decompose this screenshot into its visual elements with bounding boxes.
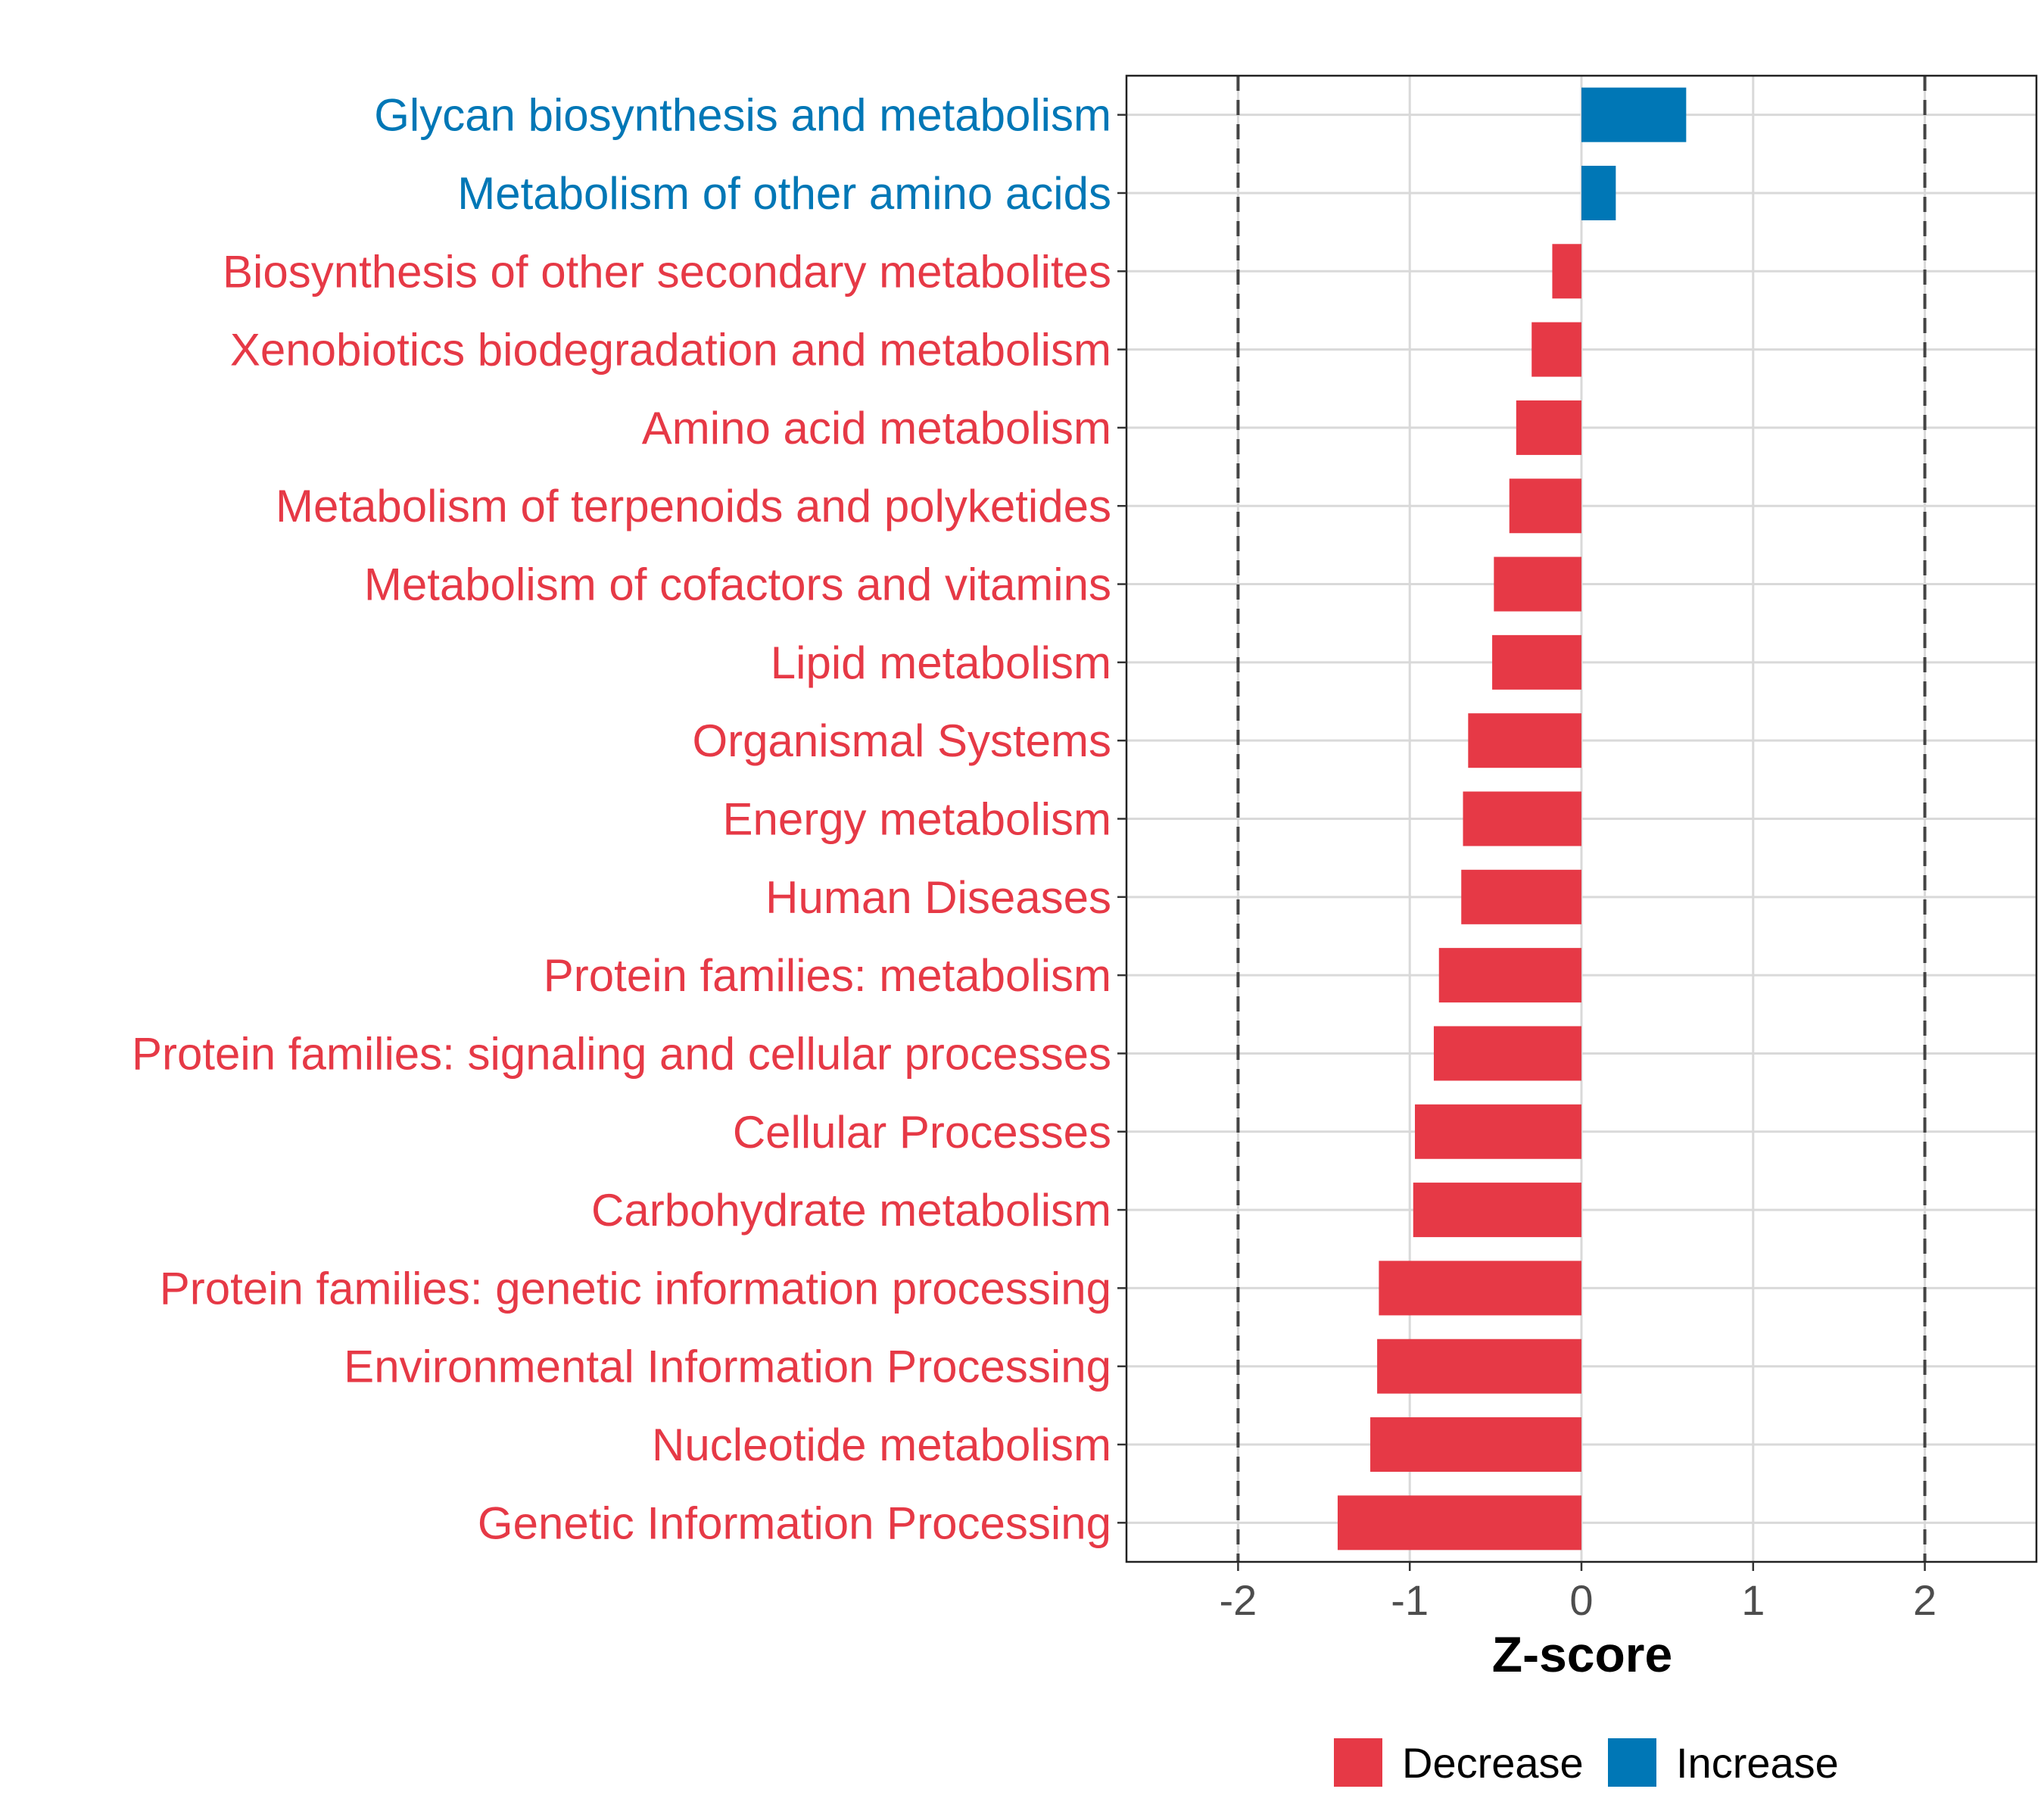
bars — [1337, 87, 1687, 1551]
y-tick-label: Genetic Information Processing — [478, 1498, 1111, 1548]
x-axis-title: Z-score — [1492, 1626, 1672, 1682]
y-tick-label: Energy metabolism — [722, 794, 1111, 845]
bar — [1552, 244, 1581, 299]
bar — [1433, 1026, 1581, 1081]
y-tick-label: Metabolism of cofactors and vitamins — [364, 559, 1111, 610]
bar — [1370, 1417, 1581, 1473]
y-tick-label: Amino acid metabolism — [642, 403, 1111, 453]
y-tick-label: Metabolism of other amino acids — [457, 168, 1111, 219]
bar — [1468, 713, 1581, 768]
bar — [1494, 556, 1581, 612]
legend: Decrease Increase — [1334, 1738, 1839, 1787]
legend-swatch — [1334, 1738, 1382, 1787]
bar — [1516, 400, 1581, 455]
bar — [1581, 165, 1616, 220]
x-tick-label: -1 — [1391, 1576, 1429, 1624]
legend-label: Increase — [1676, 1739, 1839, 1787]
bar — [1337, 1495, 1581, 1551]
y-tick-label: Organismal Systems — [693, 715, 1111, 766]
y-tick-label: Glycan biosynthesis and metabolism — [374, 90, 1111, 141]
x-tick-label: 0 — [1569, 1576, 1593, 1624]
bar — [1461, 869, 1581, 924]
y-tick-label: Carbohydrate metabolism — [591, 1185, 1111, 1236]
bar — [1463, 791, 1581, 846]
bar — [1438, 948, 1581, 1003]
x-tick-label: -2 — [1220, 1576, 1257, 1624]
reference-lines — [1236, 76, 1927, 1562]
y-tick-label: Xenobiotics biodegradation and metabolis… — [230, 325, 1111, 376]
x-axis-ticks: -2 -1 0 1 2 — [1220, 1562, 1937, 1624]
legend-label: Decrease — [1402, 1739, 1584, 1787]
bar — [1531, 322, 1581, 377]
bar — [1509, 478, 1581, 534]
y-axis-ticks: Glycan biosynthesis and metabolism Metabo… — [132, 90, 1126, 1548]
y-tick-label: Nucleotide metabolism — [652, 1420, 1111, 1470]
y-tick-label: Biosynthesis of other secondary metaboli… — [223, 246, 1111, 297]
legend-swatch — [1608, 1738, 1656, 1787]
x-tick-label: 2 — [1913, 1576, 1937, 1624]
y-tick-label: Human Diseases — [765, 872, 1111, 923]
y-tick-label: Protein families: metabolism — [544, 950, 1111, 1001]
y-tick-label: Cellular Processes — [733, 1107, 1111, 1158]
y-tick-label: Protein families: genetic information pr… — [160, 1263, 1111, 1314]
bar — [1413, 1183, 1581, 1238]
y-tick-label: Environmental Information Processing — [344, 1342, 1111, 1392]
bar — [1581, 87, 1687, 142]
x-tick-label: 1 — [1741, 1576, 1765, 1624]
bar — [1492, 634, 1581, 690]
bar — [1415, 1104, 1581, 1159]
bar — [1379, 1261, 1581, 1316]
y-tick-label: Metabolism of terpenoids and polyketides — [276, 481, 1111, 531]
bar — [1377, 1339, 1581, 1394]
y-tick-label: Lipid metabolism — [771, 637, 1111, 688]
y-tick-label: Protein families: signaling and cellular… — [132, 1028, 1111, 1079]
